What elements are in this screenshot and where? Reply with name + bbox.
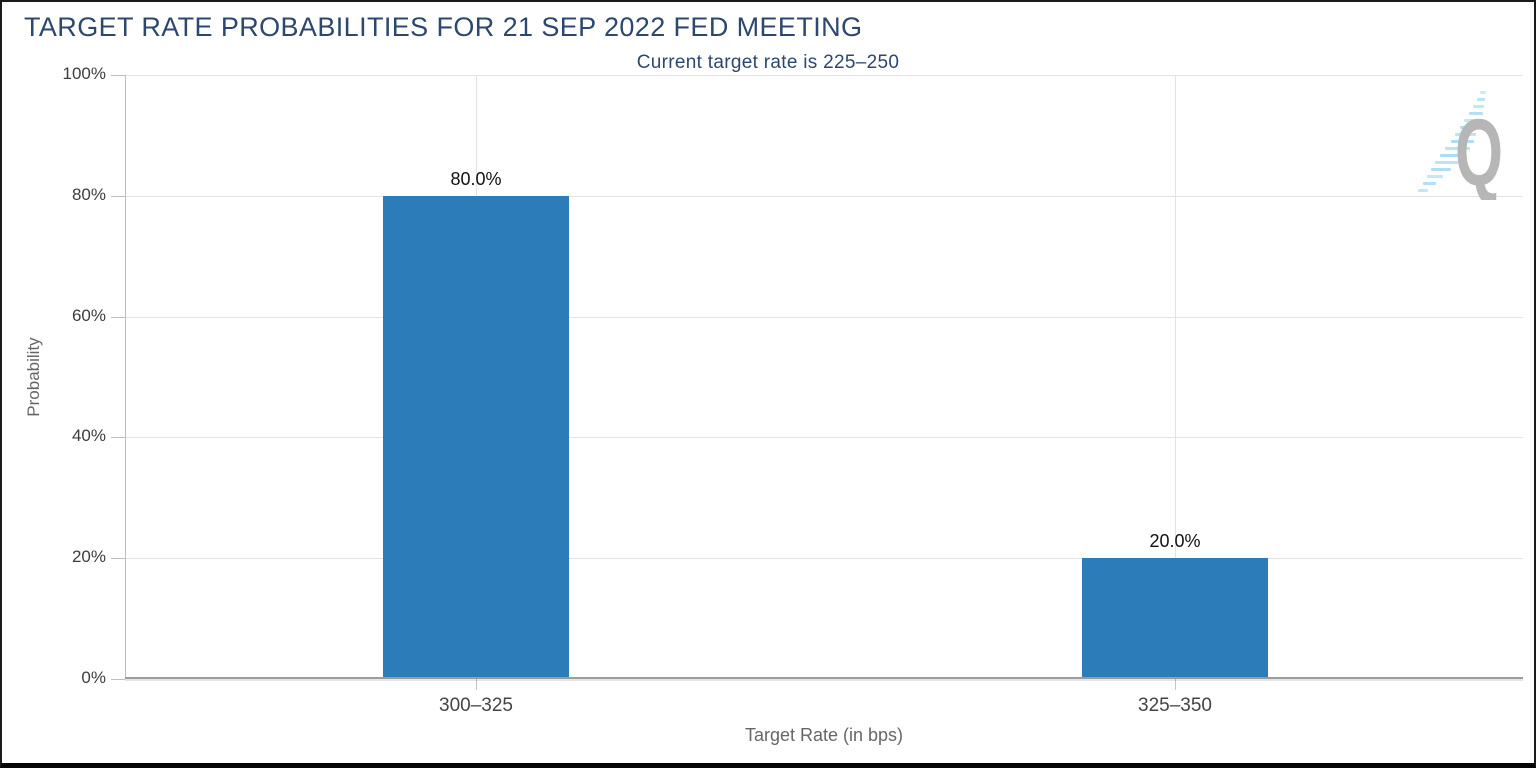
chart-title: TARGET RATE PROBABILITIES FOR 21 SEP 202… [24,12,863,42]
y-tick-label: 60% [71,306,106,325]
y-tick-label: 80% [71,185,106,204]
y-tick-mark [111,75,125,76]
quandl-watermark-icon: Q [1418,91,1503,200]
h-gridline [126,317,1523,318]
h-gridline [126,558,1523,559]
y-tick-label: 0% [81,668,106,687]
probability-bar[interactable] [1082,558,1268,679]
bar-value-label: 80.0% [450,169,502,189]
y-tick-mark [111,196,125,197]
bar-value-label: 20.0% [1149,531,1201,551]
y-axis-title: Probability [24,337,43,417]
y-tick-mark [111,679,125,680]
y-tick-label: 100% [62,64,106,83]
h-gridline [126,75,1523,76]
probability-bar[interactable] [383,196,569,679]
y-tick-label: 40% [71,426,106,445]
chart-subtitle: Current target rate is 225–250 [636,52,900,73]
logo-hatch-lines [1418,91,1486,192]
v-gridline [1175,75,1176,679]
y-tick-mark [111,558,125,559]
x-tick-label: 300–325 [439,695,513,716]
x-tick-label: 325–350 [1138,695,1212,716]
x-tick-mark [1175,679,1176,690]
y-tick-mark [111,437,125,438]
x-tick-mark [476,679,477,690]
h-gridline [126,196,1523,197]
x-axis-title: Target Rate (in bps) [744,725,904,745]
h-gridline [126,437,1523,438]
y-tick-label: 20% [71,547,106,566]
logo-q-letter: Q [1455,100,1503,200]
x-axis-line [125,677,1523,679]
y-tick-mark [111,317,125,318]
plot-area: 80.0% 300–325 20.0% 325–350 0% 20% 40% 60% 80% 10… [63,64,1523,716]
